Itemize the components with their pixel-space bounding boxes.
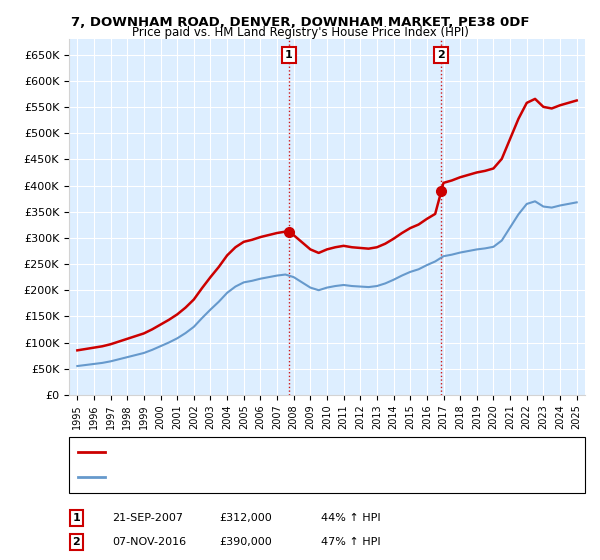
Text: 7, DOWNHAM ROAD, DENVER, DOWNHAM MARKET, PE38 0DF (detached house): 7, DOWNHAM ROAD, DENVER, DOWNHAM MARKET,…	[109, 447, 502, 458]
Text: £312,000: £312,000	[219, 513, 272, 523]
Text: 2: 2	[437, 50, 445, 60]
Text: Price paid vs. HM Land Registry's House Price Index (HPI): Price paid vs. HM Land Registry's House …	[131, 26, 469, 39]
Text: 1: 1	[73, 513, 80, 523]
Text: 7, DOWNHAM ROAD, DENVER, DOWNHAM MARKET, PE38 0DF: 7, DOWNHAM ROAD, DENVER, DOWNHAM MARKET,…	[71, 16, 529, 29]
Text: 44% ↑ HPI: 44% ↑ HPI	[321, 513, 380, 523]
Text: £390,000: £390,000	[219, 537, 272, 547]
Text: 2: 2	[73, 537, 80, 547]
Text: 47% ↑ HPI: 47% ↑ HPI	[321, 537, 380, 547]
Text: 07-NOV-2016: 07-NOV-2016	[112, 537, 187, 547]
Text: HPI: Average price, detached house, King's Lynn and West Norfolk: HPI: Average price, detached house, King…	[109, 472, 432, 482]
Text: 21-SEP-2007: 21-SEP-2007	[112, 513, 183, 523]
Text: 1: 1	[285, 50, 293, 60]
